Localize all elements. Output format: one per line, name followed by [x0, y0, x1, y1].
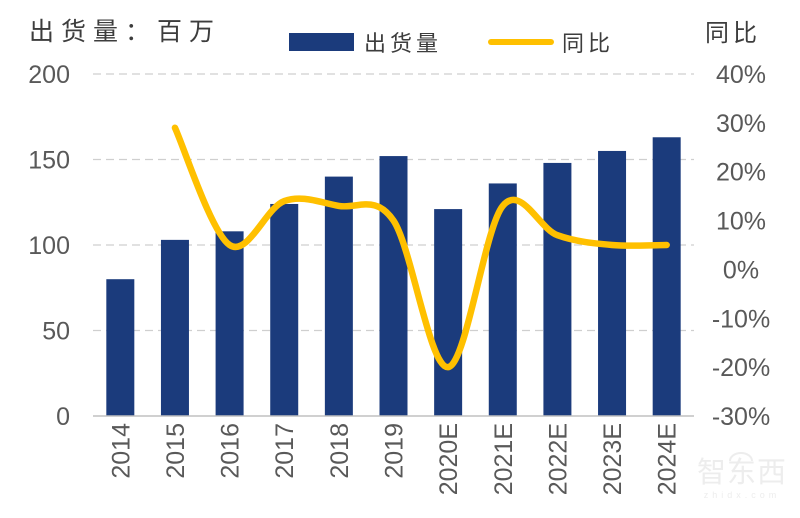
legend-label-yoy: 同比: [562, 31, 615, 56]
bar-2016: [215, 231, 244, 416]
bar-2014: [106, 279, 135, 416]
legend-label-shipments: 出货量: [364, 31, 443, 56]
x-axis-tick-label: 2023E: [599, 423, 627, 495]
bar-series-swatch: [289, 33, 354, 51]
x-axis-tick-label: 2017: [271, 423, 299, 479]
legend-item-shipments: 出货量: [289, 26, 442, 58]
watermark-subtext: zhidx.com: [703, 490, 781, 500]
left-axis-tick-label: 200: [28, 61, 70, 89]
right-axis-tick-label: 10%: [716, 208, 766, 236]
legend: 出货量 同比: [289, 26, 614, 58]
bar-2017: [270, 203, 299, 416]
yoy-line: [171, 124, 670, 371]
bar-2020E: [434, 209, 463, 416]
right-axis-tick-label: 0%: [723, 256, 759, 284]
right-axis-tick-label: 30%: [716, 110, 766, 138]
bar-2023E: [598, 150, 627, 416]
watermark-arc-icon: [729, 452, 753, 462]
right-axis-tick-label: -20%: [712, 354, 770, 382]
watermark: 智东西 zhidx.com: [688, 452, 796, 500]
left-axis-tick-label: 100: [28, 232, 70, 260]
left-axis-tick-label: 150: [28, 147, 70, 175]
right-axis-title: 同比: [705, 20, 761, 47]
bar-2015: [160, 239, 189, 416]
x-axis-tick-label: 2021E: [490, 423, 518, 495]
x-axis-tick-label: 2016: [217, 423, 245, 479]
watermark-text: 智东西: [696, 457, 787, 489]
x-axis-tick-label: 2020E: [435, 423, 463, 495]
x-axis-tick-label: 2018: [326, 423, 354, 479]
bar-2022E: [543, 162, 572, 416]
right-axis-tick-label: 20%: [716, 159, 766, 187]
left-axis-tick-label: 50: [42, 318, 70, 346]
x-axis-tick-label: 2022E: [544, 423, 572, 495]
x-axis-tick-label: 2019: [381, 423, 409, 479]
line-series-swatch: [488, 39, 555, 45]
bar-2024E: [652, 137, 681, 416]
right-axis-tick-label: 40%: [716, 61, 766, 89]
x-axis-tick-label: 2015: [162, 423, 190, 479]
bar-2019: [379, 156, 408, 416]
bar-2018: [324, 176, 353, 416]
right-axis-tick-label: -30%: [712, 403, 770, 431]
right-axis-tick-label: -10%: [712, 305, 770, 333]
x-axis-tick-label: 2024E: [654, 423, 682, 495]
legend-item-yoy: 同比: [488, 26, 614, 58]
x-axis-tick-label: 2014: [107, 423, 135, 479]
left-axis-title: 出货量：百万: [29, 18, 222, 46]
left-axis-tick-label: 0: [56, 403, 70, 431]
